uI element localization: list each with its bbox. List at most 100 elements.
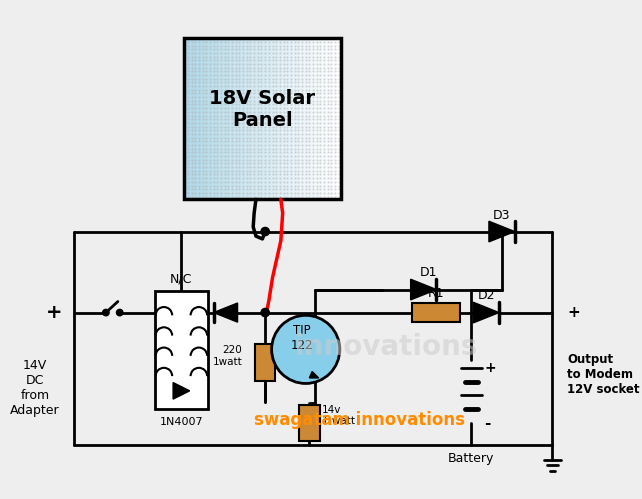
Polygon shape (309, 371, 318, 378)
Bar (236, 38, 237, 199)
Bar (257, 38, 258, 199)
Bar (229, 38, 230, 199)
Bar (289, 38, 290, 199)
Bar (198, 38, 199, 199)
Bar (303, 38, 304, 199)
Text: D1: D1 (419, 266, 437, 279)
Bar (191, 38, 193, 199)
Bar (252, 38, 253, 199)
Bar (245, 38, 246, 199)
Circle shape (261, 308, 270, 317)
Bar (312, 38, 313, 199)
Bar (193, 38, 195, 199)
Bar (300, 38, 301, 199)
Bar (267, 38, 268, 199)
Bar (221, 38, 222, 199)
Polygon shape (473, 302, 499, 323)
Bar (218, 38, 219, 199)
Bar (281, 38, 282, 199)
Bar (337, 38, 338, 199)
Bar (339, 38, 340, 199)
Bar (326, 38, 327, 199)
Bar (214, 38, 216, 199)
Bar (329, 38, 331, 199)
Bar (244, 38, 245, 199)
Bar (203, 38, 204, 199)
Text: R1: R1 (428, 287, 445, 300)
Bar (306, 38, 307, 199)
Bar (299, 38, 300, 199)
Bar (271, 38, 272, 199)
Text: -: - (484, 416, 490, 431)
Bar (413, 303, 460, 322)
Bar (225, 38, 227, 199)
Text: TIP
122: TIP 122 (291, 324, 313, 352)
Bar (324, 38, 325, 199)
Bar (265, 38, 266, 199)
Bar (233, 38, 234, 199)
Circle shape (103, 309, 109, 316)
Bar (235, 38, 236, 199)
Bar (333, 38, 334, 199)
Text: 1N4007: 1N4007 (160, 417, 204, 427)
Bar (274, 38, 275, 199)
Bar (231, 38, 232, 199)
Bar (184, 38, 341, 199)
Bar (187, 38, 188, 199)
Bar (295, 38, 297, 199)
Bar (207, 38, 208, 199)
Bar (290, 38, 291, 199)
Bar (318, 38, 320, 199)
Bar (288, 38, 289, 199)
Bar (241, 38, 242, 199)
Bar (197, 38, 198, 199)
Polygon shape (489, 221, 515, 242)
Bar (293, 38, 294, 199)
Bar (334, 38, 335, 199)
Bar (320, 38, 322, 199)
Bar (284, 38, 286, 199)
Text: +: + (567, 305, 580, 320)
Bar (184, 38, 185, 199)
Bar (210, 38, 211, 199)
Bar (301, 38, 302, 199)
Bar (196, 38, 197, 199)
Bar (263, 38, 265, 199)
Bar (282, 38, 284, 199)
Bar (224, 38, 225, 199)
Bar (270, 38, 271, 199)
Bar (317, 38, 318, 199)
Bar (254, 38, 255, 199)
Bar (242, 38, 243, 199)
Bar (223, 38, 224, 199)
Bar (276, 38, 277, 199)
Text: N/C: N/C (170, 273, 193, 286)
Bar (220, 38, 221, 199)
Bar (234, 38, 235, 199)
Bar (232, 38, 233, 199)
Bar (185, 38, 186, 199)
Circle shape (116, 309, 123, 316)
Bar (314, 38, 315, 199)
Bar (272, 38, 273, 199)
Bar (201, 38, 202, 199)
Text: swagatam innovations: swagatam innovations (254, 411, 465, 429)
Text: +: + (46, 303, 63, 322)
Bar (287, 38, 288, 199)
Bar (155, 291, 208, 409)
Bar (280, 38, 281, 199)
Bar (195, 38, 196, 199)
Polygon shape (411, 279, 437, 300)
Bar (230, 38, 231, 199)
Polygon shape (173, 383, 189, 399)
Bar (266, 38, 267, 199)
Bar (212, 38, 213, 199)
Bar (213, 38, 214, 199)
Bar (247, 38, 248, 199)
Bar (216, 38, 217, 199)
Bar (297, 38, 299, 199)
Bar (253, 38, 254, 199)
Bar (273, 38, 274, 199)
Bar (307, 38, 308, 199)
Bar (275, 38, 276, 199)
